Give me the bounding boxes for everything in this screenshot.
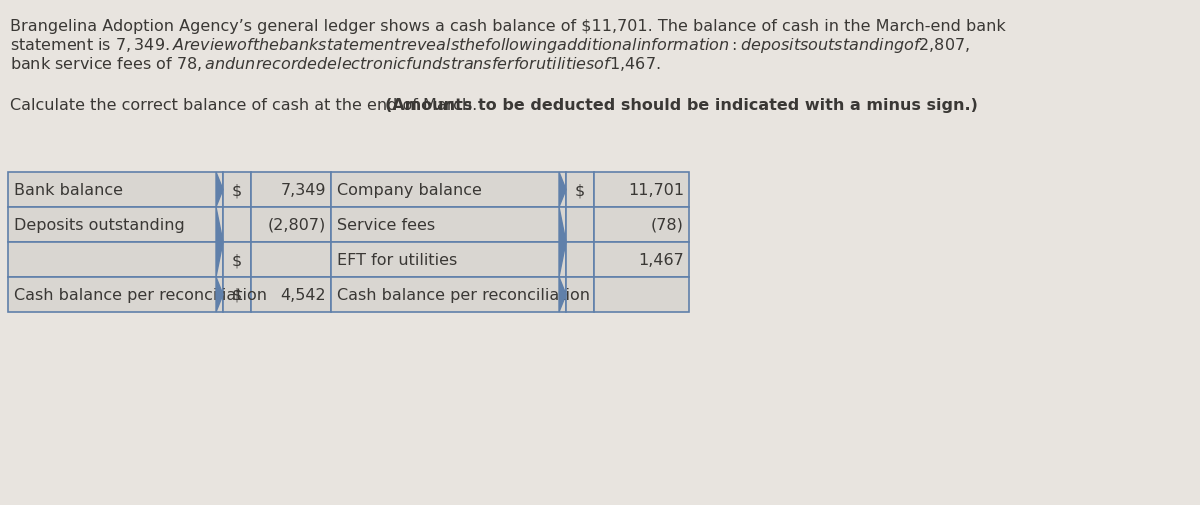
- Text: bank service fees of $78, and unrecorded electronic funds transfer for utilities: bank service fees of $78, and unrecorded…: [10, 55, 660, 73]
- Text: Calculate the correct balance of cash at the end of March.: Calculate the correct balance of cash at…: [10, 98, 482, 113]
- Text: $: $: [232, 183, 242, 197]
- Bar: [8, 173, 223, 208]
- Bar: [251, 242, 331, 277]
- Bar: [251, 208, 331, 242]
- Bar: [331, 208, 566, 242]
- Polygon shape: [216, 173, 223, 208]
- Text: $: $: [575, 183, 586, 197]
- Bar: [251, 277, 331, 313]
- Text: (78): (78): [652, 218, 684, 232]
- Text: Service fees: Service fees: [337, 218, 436, 232]
- Bar: [566, 277, 594, 313]
- Bar: [223, 173, 251, 208]
- Bar: [331, 277, 566, 313]
- Text: Brangelina Adoption Agency’s general ledger shows a cash balance of $11,701. The: Brangelina Adoption Agency’s general led…: [10, 19, 1006, 34]
- Text: statement is $7,349. A review of the bank statement reveals the following additi: statement is $7,349. A review of the ban…: [10, 36, 970, 55]
- Bar: [8, 242, 223, 277]
- Text: EFT for utilities: EFT for utilities: [337, 252, 457, 268]
- Bar: [566, 242, 594, 277]
- Bar: [331, 173, 566, 208]
- Bar: [566, 208, 594, 242]
- Bar: [223, 277, 251, 313]
- Polygon shape: [559, 173, 566, 208]
- Bar: [594, 208, 689, 242]
- Text: 1,467: 1,467: [638, 252, 684, 268]
- Text: (2,807): (2,807): [268, 218, 326, 232]
- Text: 11,701: 11,701: [628, 183, 684, 197]
- Bar: [8, 277, 223, 313]
- Text: Cash balance per reconciliation: Cash balance per reconciliation: [337, 287, 590, 302]
- Bar: [594, 242, 689, 277]
- Text: $: $: [232, 287, 242, 302]
- Polygon shape: [559, 208, 566, 277]
- Text: Deposits outstanding: Deposits outstanding: [14, 218, 185, 232]
- Polygon shape: [559, 277, 566, 313]
- Bar: [223, 242, 251, 277]
- Text: Cash balance per reconciliation: Cash balance per reconciliation: [14, 287, 266, 302]
- Text: 4,542: 4,542: [281, 287, 326, 302]
- Bar: [251, 173, 331, 208]
- Text: Bank balance: Bank balance: [14, 183, 124, 197]
- Bar: [566, 173, 594, 208]
- Text: 7,349: 7,349: [281, 183, 326, 197]
- Text: (Amounts to be deducted should be indicated with a minus sign.): (Amounts to be deducted should be indica…: [385, 98, 978, 113]
- Bar: [594, 277, 689, 313]
- Text: Company balance: Company balance: [337, 183, 482, 197]
- Bar: [331, 242, 566, 277]
- Bar: [223, 208, 251, 242]
- Text: $: $: [232, 252, 242, 268]
- Polygon shape: [216, 277, 223, 313]
- Bar: [594, 173, 689, 208]
- Bar: [8, 208, 223, 242]
- Polygon shape: [216, 208, 223, 277]
